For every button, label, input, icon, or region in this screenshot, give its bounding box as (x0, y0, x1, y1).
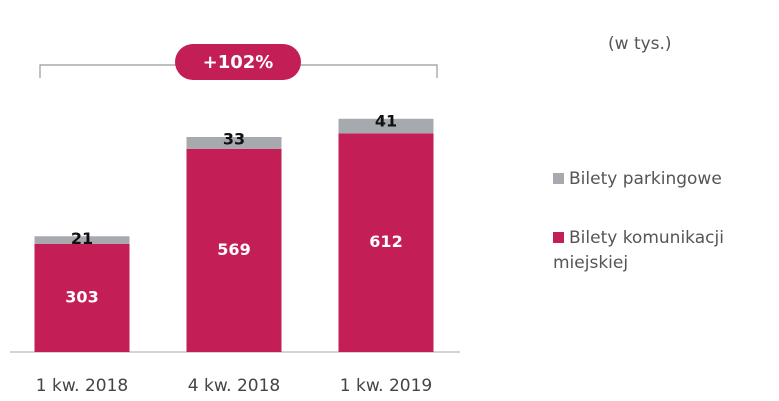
bar-segment (34, 243, 130, 352)
unit-note: (w tys.) (608, 34, 672, 54)
bar-segment (186, 148, 282, 352)
legend-swatch (553, 232, 564, 243)
legend-item: Bilety parkingowe (553, 167, 779, 192)
legend-swatch (553, 173, 564, 184)
annotation: +102% (203, 52, 274, 73)
x-tick-label: 1 kw. 2019 (340, 376, 432, 396)
data-label: 33 (223, 130, 245, 149)
legend-label: Bilety parkingowe (569, 169, 722, 189)
data-label: 303 (65, 287, 98, 306)
legend-item: Bilety komunikacji miejskiej (553, 226, 779, 276)
annotation-pill (175, 44, 301, 80)
data-label: 41 (375, 111, 397, 130)
bar-segment (34, 236, 130, 244)
data-label: 612 (369, 232, 402, 251)
legend-label: Bilety komunikacji miejskiej (553, 228, 724, 273)
data-label: 21 (71, 229, 93, 248)
bar-segment (338, 133, 434, 352)
bar-segment (338, 118, 434, 134)
data-label: 569 (217, 240, 250, 259)
bar-segment (186, 137, 282, 149)
x-tick-label: 1 kw. 2018 (36, 376, 128, 396)
x-tick-label: 4 kw. 2018 (188, 376, 280, 396)
